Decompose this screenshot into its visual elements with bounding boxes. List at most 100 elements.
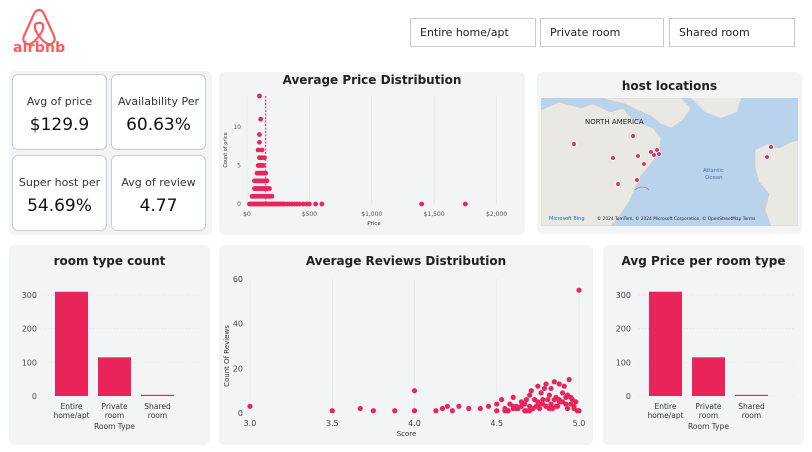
price-x-tick: $1,500 (424, 211, 445, 218)
price-x-tick: $2,000 (486, 211, 507, 218)
map-marker[interactable] (630, 133, 636, 139)
reviews-scatter-chart: 3.0 3.5 4.0 4.5 5.0 0 20 40 60 Score Count Of Revi… (223, 275, 585, 438)
slicer-entire-home[interactable]: Entire home/apt (410, 18, 536, 47)
reviews-point (528, 388, 534, 394)
map-marker[interactable] (615, 181, 621, 187)
map-marker[interactable] (651, 152, 657, 158)
map-ocean-label-2: Ocean (705, 175, 723, 181)
reviews-point (564, 392, 571, 398)
reviews-point (527, 408, 533, 414)
reviews-point (456, 403, 462, 409)
bar-category-label: Entire (60, 402, 82, 411)
price-point (269, 193, 275, 199)
price-x-label: Price (367, 221, 381, 227)
price-point (419, 201, 425, 207)
price-point (259, 147, 265, 153)
reviews-point (494, 401, 500, 407)
reviews-point (545, 397, 551, 403)
reviews-point (535, 383, 541, 389)
price-point (258, 116, 264, 122)
reviews-point (502, 408, 508, 414)
price-y-tick: 5 (237, 162, 241, 169)
map-marker[interactable] (641, 161, 647, 167)
reviews-point (576, 287, 582, 293)
bar-y-tick: 200 (22, 325, 37, 334)
map-marker[interactable] (634, 177, 640, 183)
reviews-point (536, 405, 543, 412)
bar-y-tick: 300 (616, 291, 631, 300)
bar (692, 357, 725, 396)
reviews-distribution-card[interactable]: Average Reviews Distribution 3.0 3.5 4.0 4.… (219, 245, 593, 445)
bar-category-label: Entire (654, 402, 676, 411)
bar-category-label: Private (695, 402, 722, 411)
bar-category-label: room (742, 411, 761, 420)
reviews-point (563, 401, 569, 407)
brand-name: airbnb (13, 40, 66, 56)
avg-price-bar-chart: 0100200300Entirehome/aptPrivateroomShare… (616, 291, 793, 431)
map-continent-label: NORTH AMERICA (585, 118, 644, 126)
host-map[interactable]: NORTH AMERICA Atlantic Ocean Microsoft B… (541, 98, 798, 226)
reviews-point (485, 403, 492, 409)
map-marker[interactable] (648, 149, 654, 155)
price-y-tick: 0 (237, 201, 241, 208)
bar (141, 394, 174, 396)
price-y-tick: 10 (233, 124, 241, 131)
slicer-shared-room[interactable]: Shared room (669, 18, 795, 47)
bar-y-tick: 0 (626, 392, 631, 401)
reviews-point (548, 401, 554, 407)
price-point (257, 139, 262, 145)
reviews-point (439, 405, 446, 412)
kpi-availability: Availability Per 60.63% (111, 74, 206, 150)
reviews-point (561, 383, 567, 389)
reviews-point (566, 376, 572, 383)
slicer-private-room-label: Private room (550, 26, 621, 39)
reviews-y-tick: 60 (233, 275, 243, 284)
map-marker[interactable] (656, 151, 662, 157)
reviews-point (449, 408, 455, 414)
reviews-point (538, 390, 544, 396)
bar-category-label: room (148, 411, 167, 420)
bar (735, 394, 768, 396)
bar-category-label: home/apt (53, 411, 89, 420)
reviews-point (541, 385, 548, 392)
reviews-point (556, 399, 562, 405)
price-point (462, 201, 468, 207)
reviews-point (527, 392, 533, 398)
map-marker[interactable] (635, 153, 641, 159)
kpi-availability-label: Availability Per (118, 95, 199, 108)
map-ocean-label-1: Atlantic (703, 168, 724, 174)
price-distribution-card[interactable]: Average Price Distribution $0 $500 $1,000 $… (219, 72, 525, 235)
map-marker[interactable] (610, 155, 616, 161)
reviews-point (540, 397, 546, 403)
reviews-point (411, 388, 418, 394)
map-marker[interactable] (764, 154, 770, 160)
reviews-point (444, 403, 450, 409)
reviews-point (513, 405, 520, 412)
reviews-x-tick: 4.5 (490, 419, 503, 428)
reviews-y-tick: 40 (233, 320, 243, 329)
kpi-avg-review-label: Avg of review (121, 176, 196, 189)
price-chart-title: Average Price Distribution (282, 73, 462, 87)
host-locations-card[interactable]: host locations NORTH AMERICA Atlantic Oc… (537, 72, 802, 234)
reviews-point (564, 405, 571, 412)
avg-price-room-card[interactable]: Avg Price per room type 0 100 200 300 Entire… (603, 245, 804, 445)
price-point (267, 186, 272, 191)
price-point (257, 93, 262, 99)
avg-price-title: Avg Price per room type (621, 254, 786, 268)
reviews-point (550, 405, 556, 412)
bar-category-label: Shared (144, 402, 171, 411)
map-marker[interactable] (654, 147, 660, 153)
map-marker[interactable] (571, 141, 577, 147)
slicer-private-room[interactable]: Private room (540, 18, 664, 47)
map-marker[interactable] (768, 144, 774, 150)
map-attribution: © 2024 TomTom, © 2024 Microsoft Corporat… (597, 215, 756, 222)
reviews-point (546, 392, 552, 398)
room-type-count-card[interactable]: room type count 0 100 200 300 Entire home/apt… (9, 245, 210, 445)
price-point (257, 132, 262, 137)
reviews-point (494, 408, 500, 414)
map-title: host locations (621, 79, 718, 93)
reviews-point (543, 403, 549, 409)
price-point (297, 201, 302, 207)
reviews-point (357, 405, 363, 412)
reviews-point (551, 379, 557, 385)
